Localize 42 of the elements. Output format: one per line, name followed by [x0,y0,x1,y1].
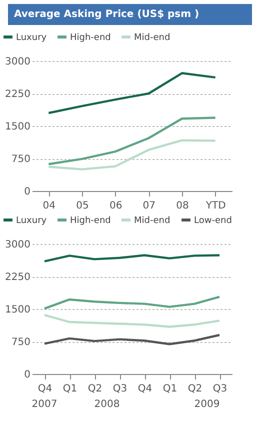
text: 2009 [194,399,220,410]
x-tick-label: Q3 [112,384,128,394]
y-tick-label: 750 [11,154,30,165]
x-tick-label: 05 [76,200,89,212]
x-tick-label: Q3 [212,384,228,394]
x-tick-label: 08 [176,200,189,212]
y-tick-label: 3000 [5,240,30,250]
x-tick-label: 07 [142,200,156,212]
legend-label: Mid-end [134,33,170,43]
x-tick-label: Q4 [38,384,52,394]
x-tick-label: 06 [109,200,122,212]
x-tick-label: Q2 [188,384,202,394]
y-tick-label: 0 [24,186,30,198]
legend-label: Mid-end [134,216,170,226]
chart-title: Average Asking Price (US$ psm ) [8,4,252,25]
y-tick-label: 3000 [5,56,30,68]
y-tick-label: 750 [11,337,30,348]
legend-label: High-end [70,216,111,226]
legend-label: Luxury [16,216,48,226]
legend-label: Low-end [194,216,232,226]
legend-label: Luxury [16,33,48,43]
x-tick-label: Q1 [62,384,78,394]
line-series [43,296,221,310]
line-series [43,254,221,262]
y-tick-label: 2250 [5,89,30,100]
line-series [48,116,216,166]
y-tick-label: 1500 [5,304,30,316]
x-tick-label: 04 [42,200,56,212]
x-tick-label: Q4 [138,384,152,394]
y-tick-label: 0 [24,370,30,380]
legend-label: High-end [70,33,111,43]
x-tick-label: Q1 [162,384,178,394]
y-tick-label: 1500 [5,122,30,132]
text: 2007 [32,399,58,410]
text: 2008 [94,399,120,410]
line-series [48,72,216,114]
line-series [43,314,221,328]
line-series [43,334,221,346]
line-series [48,139,216,170]
x-tick-label: YTD [204,200,226,212]
y-tick-label: 2250 [5,272,30,283]
x-tick-label: Q2 [88,384,102,394]
